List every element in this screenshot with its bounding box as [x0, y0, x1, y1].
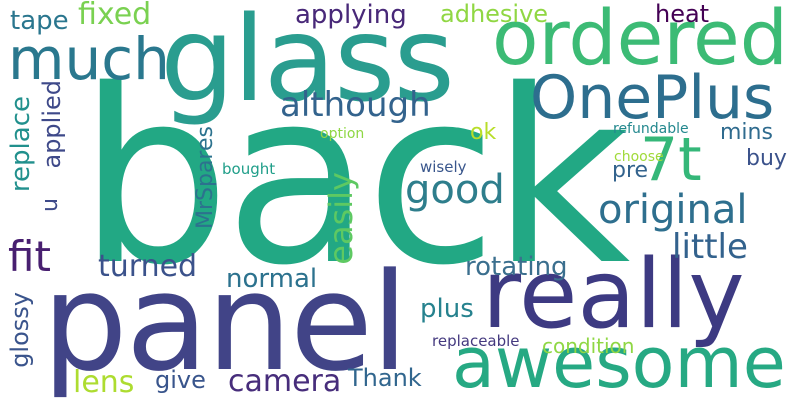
word-u: u: [38, 198, 63, 212]
word-give: give: [155, 366, 206, 394]
word-easily: easily: [322, 172, 360, 265]
word-applying: applying: [295, 0, 407, 30]
word-awesome: awesome: [452, 322, 786, 400]
word-replace: replace: [6, 96, 36, 193]
word-plus: plus: [420, 294, 474, 324]
word-applied: applied: [38, 80, 66, 169]
word-original: original: [598, 187, 748, 233]
word-adhesive: adhesive: [440, 0, 549, 28]
word-good: good: [405, 167, 505, 213]
word-back: back: [78, 38, 630, 318]
word-oneplus: OnePlus: [530, 63, 775, 133]
word-rotating: rotating: [465, 252, 568, 282]
word-fixed: fixed: [78, 0, 152, 32]
word-condition: condition: [542, 334, 635, 358]
word-option: option: [320, 126, 365, 142]
word-mins: mins: [720, 120, 773, 145]
word-fit: fit: [8, 232, 51, 281]
word-much: much: [8, 25, 170, 93]
word-thank: Thank: [348, 364, 422, 392]
word-choose: choose: [614, 149, 664, 165]
word-normal: normal: [226, 264, 318, 294]
word-pre: pre: [612, 158, 649, 183]
word-refundable: refundable: [613, 121, 689, 137]
word-7t: 7t: [640, 125, 702, 195]
word-ordered: ordered: [492, 0, 788, 82]
word-wisely: wisely: [420, 158, 467, 176]
word-tape: tape: [10, 6, 69, 36]
word-heat: heat: [655, 0, 710, 28]
word-ok: ok: [470, 120, 497, 145]
word-panel: panel: [42, 244, 409, 400]
word-buy: buy: [746, 146, 787, 171]
word-glass: glass: [160, 0, 455, 128]
word-bought: bought: [222, 160, 276, 178]
word-although: although: [280, 85, 431, 125]
word-little: little: [672, 227, 748, 267]
word-replaceable: replaceable: [432, 332, 520, 350]
word-glossy: glossy: [6, 292, 34, 368]
word-really: really: [482, 240, 745, 350]
word-camera: camera: [228, 364, 342, 399]
word-turned: turned: [98, 249, 198, 284]
word-mrspares: MrSpares: [193, 126, 218, 229]
word-lens: lens: [73, 365, 135, 400]
